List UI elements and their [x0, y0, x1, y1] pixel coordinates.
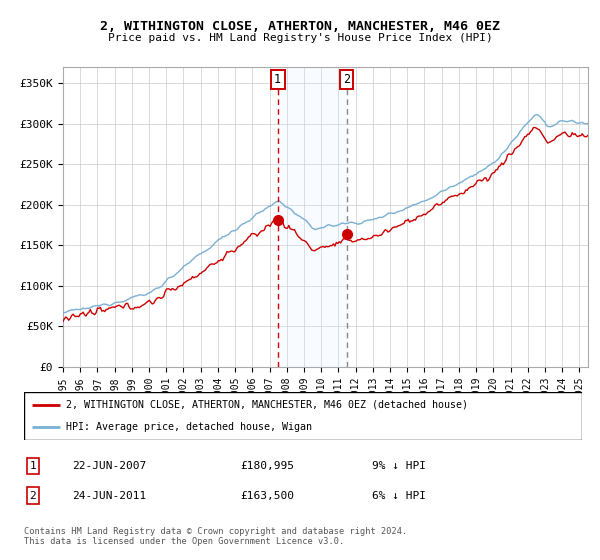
Text: 22-JUN-2007: 22-JUN-2007: [72, 461, 146, 471]
Text: Contains HM Land Registry data © Crown copyright and database right 2024.
This d: Contains HM Land Registry data © Crown c…: [24, 527, 407, 546]
Text: £180,995: £180,995: [240, 461, 294, 471]
Text: 1: 1: [274, 73, 281, 86]
Text: 2, WITHINGTON CLOSE, ATHERTON, MANCHESTER, M46 0EZ (detached house): 2, WITHINGTON CLOSE, ATHERTON, MANCHESTE…: [66, 400, 468, 410]
Text: HPI: Average price, detached house, Wigan: HPI: Average price, detached house, Wiga…: [66, 422, 312, 432]
Text: 1: 1: [29, 461, 37, 471]
Text: £163,500: £163,500: [240, 491, 294, 501]
Text: Price paid vs. HM Land Registry's House Price Index (HPI): Price paid vs. HM Land Registry's House …: [107, 33, 493, 43]
Text: 2: 2: [29, 491, 37, 501]
Text: 24-JUN-2011: 24-JUN-2011: [72, 491, 146, 501]
FancyBboxPatch shape: [24, 392, 582, 440]
Text: 2, WITHINGTON CLOSE, ATHERTON, MANCHESTER, M46 0EZ: 2, WITHINGTON CLOSE, ATHERTON, MANCHESTE…: [100, 20, 500, 34]
Text: 2: 2: [343, 73, 350, 86]
Text: 6% ↓ HPI: 6% ↓ HPI: [372, 491, 426, 501]
Bar: [278, 67, 346, 367]
Text: 9% ↓ HPI: 9% ↓ HPI: [372, 461, 426, 471]
